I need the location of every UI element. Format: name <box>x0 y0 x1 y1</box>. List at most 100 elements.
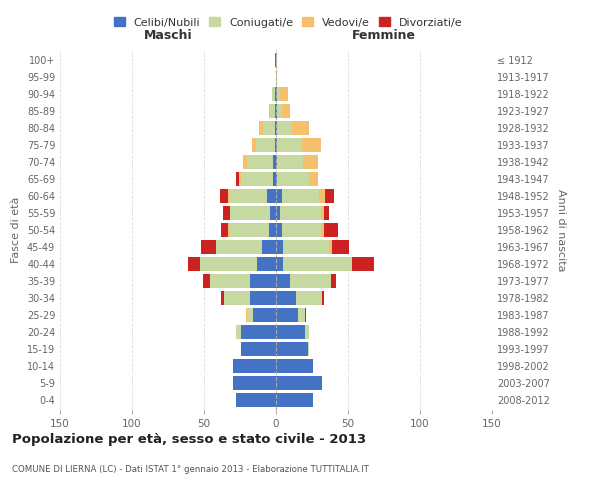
Bar <box>323 223 338 237</box>
Bar <box>275 122 276 135</box>
Bar <box>352 257 374 271</box>
Y-axis label: Anni di nascita: Anni di nascita <box>556 188 566 271</box>
Bar <box>203 274 210 287</box>
Bar <box>221 223 229 237</box>
Bar <box>275 88 276 101</box>
Bar <box>275 138 276 152</box>
Bar <box>322 291 323 304</box>
Bar <box>270 104 275 118</box>
Bar <box>282 223 320 237</box>
Bar <box>221 291 224 304</box>
Bar <box>247 156 273 169</box>
Bar <box>250 274 276 287</box>
Bar <box>277 138 302 152</box>
Text: COMUNE DI LIERNA (LC) - Dati ISTAT 1° gennaio 2013 - Elaborazione TUTTITALIA.IT: COMUNE DI LIERNA (LC) - Dati ISTAT 1° ge… <box>12 465 369 474</box>
Text: Popolazione per età, sesso e stato civile - 2013: Popolazione per età, sesso e stato civil… <box>12 432 366 446</box>
Bar <box>236 172 239 186</box>
Bar <box>200 257 257 271</box>
Bar <box>320 223 323 237</box>
Bar <box>276 70 277 84</box>
Bar <box>275 54 276 67</box>
Bar <box>296 291 322 304</box>
Bar <box>201 240 215 254</box>
Bar <box>305 325 309 338</box>
Bar <box>250 291 276 304</box>
Bar <box>268 189 276 203</box>
Bar <box>276 104 277 118</box>
Bar <box>308 342 309 355</box>
Bar <box>276 172 277 186</box>
Bar <box>325 189 334 203</box>
Bar <box>246 308 247 322</box>
Bar <box>323 206 329 220</box>
Bar <box>331 274 337 287</box>
Text: Maschi: Maschi <box>143 28 193 42</box>
Bar <box>277 122 292 135</box>
Bar <box>276 156 277 169</box>
Bar <box>263 122 275 135</box>
Bar <box>304 156 318 169</box>
Bar <box>188 257 200 271</box>
Bar <box>276 291 296 304</box>
Bar <box>276 393 313 406</box>
Bar <box>276 359 313 372</box>
Bar <box>276 308 298 322</box>
Bar <box>277 156 304 169</box>
Bar <box>277 88 280 101</box>
Bar <box>241 325 276 338</box>
Legend: Celibi/Nubili, Coniugati/e, Vedovi/e, Divorziati/e: Celibi/Nubili, Coniugati/e, Vedovi/e, Di… <box>109 13 467 32</box>
Bar <box>230 223 269 237</box>
Bar <box>276 342 308 355</box>
Bar <box>241 172 273 186</box>
Bar <box>230 189 268 203</box>
Bar <box>251 138 256 152</box>
Bar <box>277 172 309 186</box>
Bar <box>262 240 276 254</box>
Bar <box>309 172 318 186</box>
Bar <box>292 122 309 135</box>
Bar <box>280 88 287 101</box>
Bar <box>241 342 276 355</box>
Bar <box>224 291 250 304</box>
Bar <box>256 138 275 152</box>
Bar <box>276 376 322 390</box>
Bar <box>273 156 276 169</box>
Bar <box>272 88 275 101</box>
Bar <box>329 240 332 254</box>
Bar <box>277 104 282 118</box>
Bar <box>290 274 331 287</box>
Bar <box>276 122 277 135</box>
Bar <box>302 138 320 152</box>
Bar <box>320 206 323 220</box>
Bar <box>253 308 276 322</box>
Bar <box>276 223 282 237</box>
Bar <box>210 274 250 287</box>
Bar <box>276 189 282 203</box>
Bar <box>283 257 352 271</box>
Bar <box>276 138 277 152</box>
Bar <box>283 240 329 254</box>
Bar <box>269 223 276 237</box>
Bar <box>282 104 290 118</box>
Bar <box>257 257 276 271</box>
Bar <box>223 206 230 220</box>
Bar <box>282 189 319 203</box>
Bar <box>269 104 270 118</box>
Bar <box>275 104 276 118</box>
Bar <box>239 172 241 186</box>
Y-axis label: Fasce di età: Fasce di età <box>11 197 21 263</box>
Bar <box>280 206 320 220</box>
Bar <box>273 172 276 186</box>
Bar <box>233 376 276 390</box>
Bar <box>276 257 283 271</box>
Bar <box>243 156 247 169</box>
Bar <box>220 189 229 203</box>
Bar <box>319 189 325 203</box>
Bar <box>305 308 306 322</box>
Bar <box>276 88 277 101</box>
Bar <box>276 274 290 287</box>
Bar <box>247 308 253 322</box>
Bar <box>276 325 305 338</box>
Bar <box>230 206 270 220</box>
Bar <box>298 308 305 322</box>
